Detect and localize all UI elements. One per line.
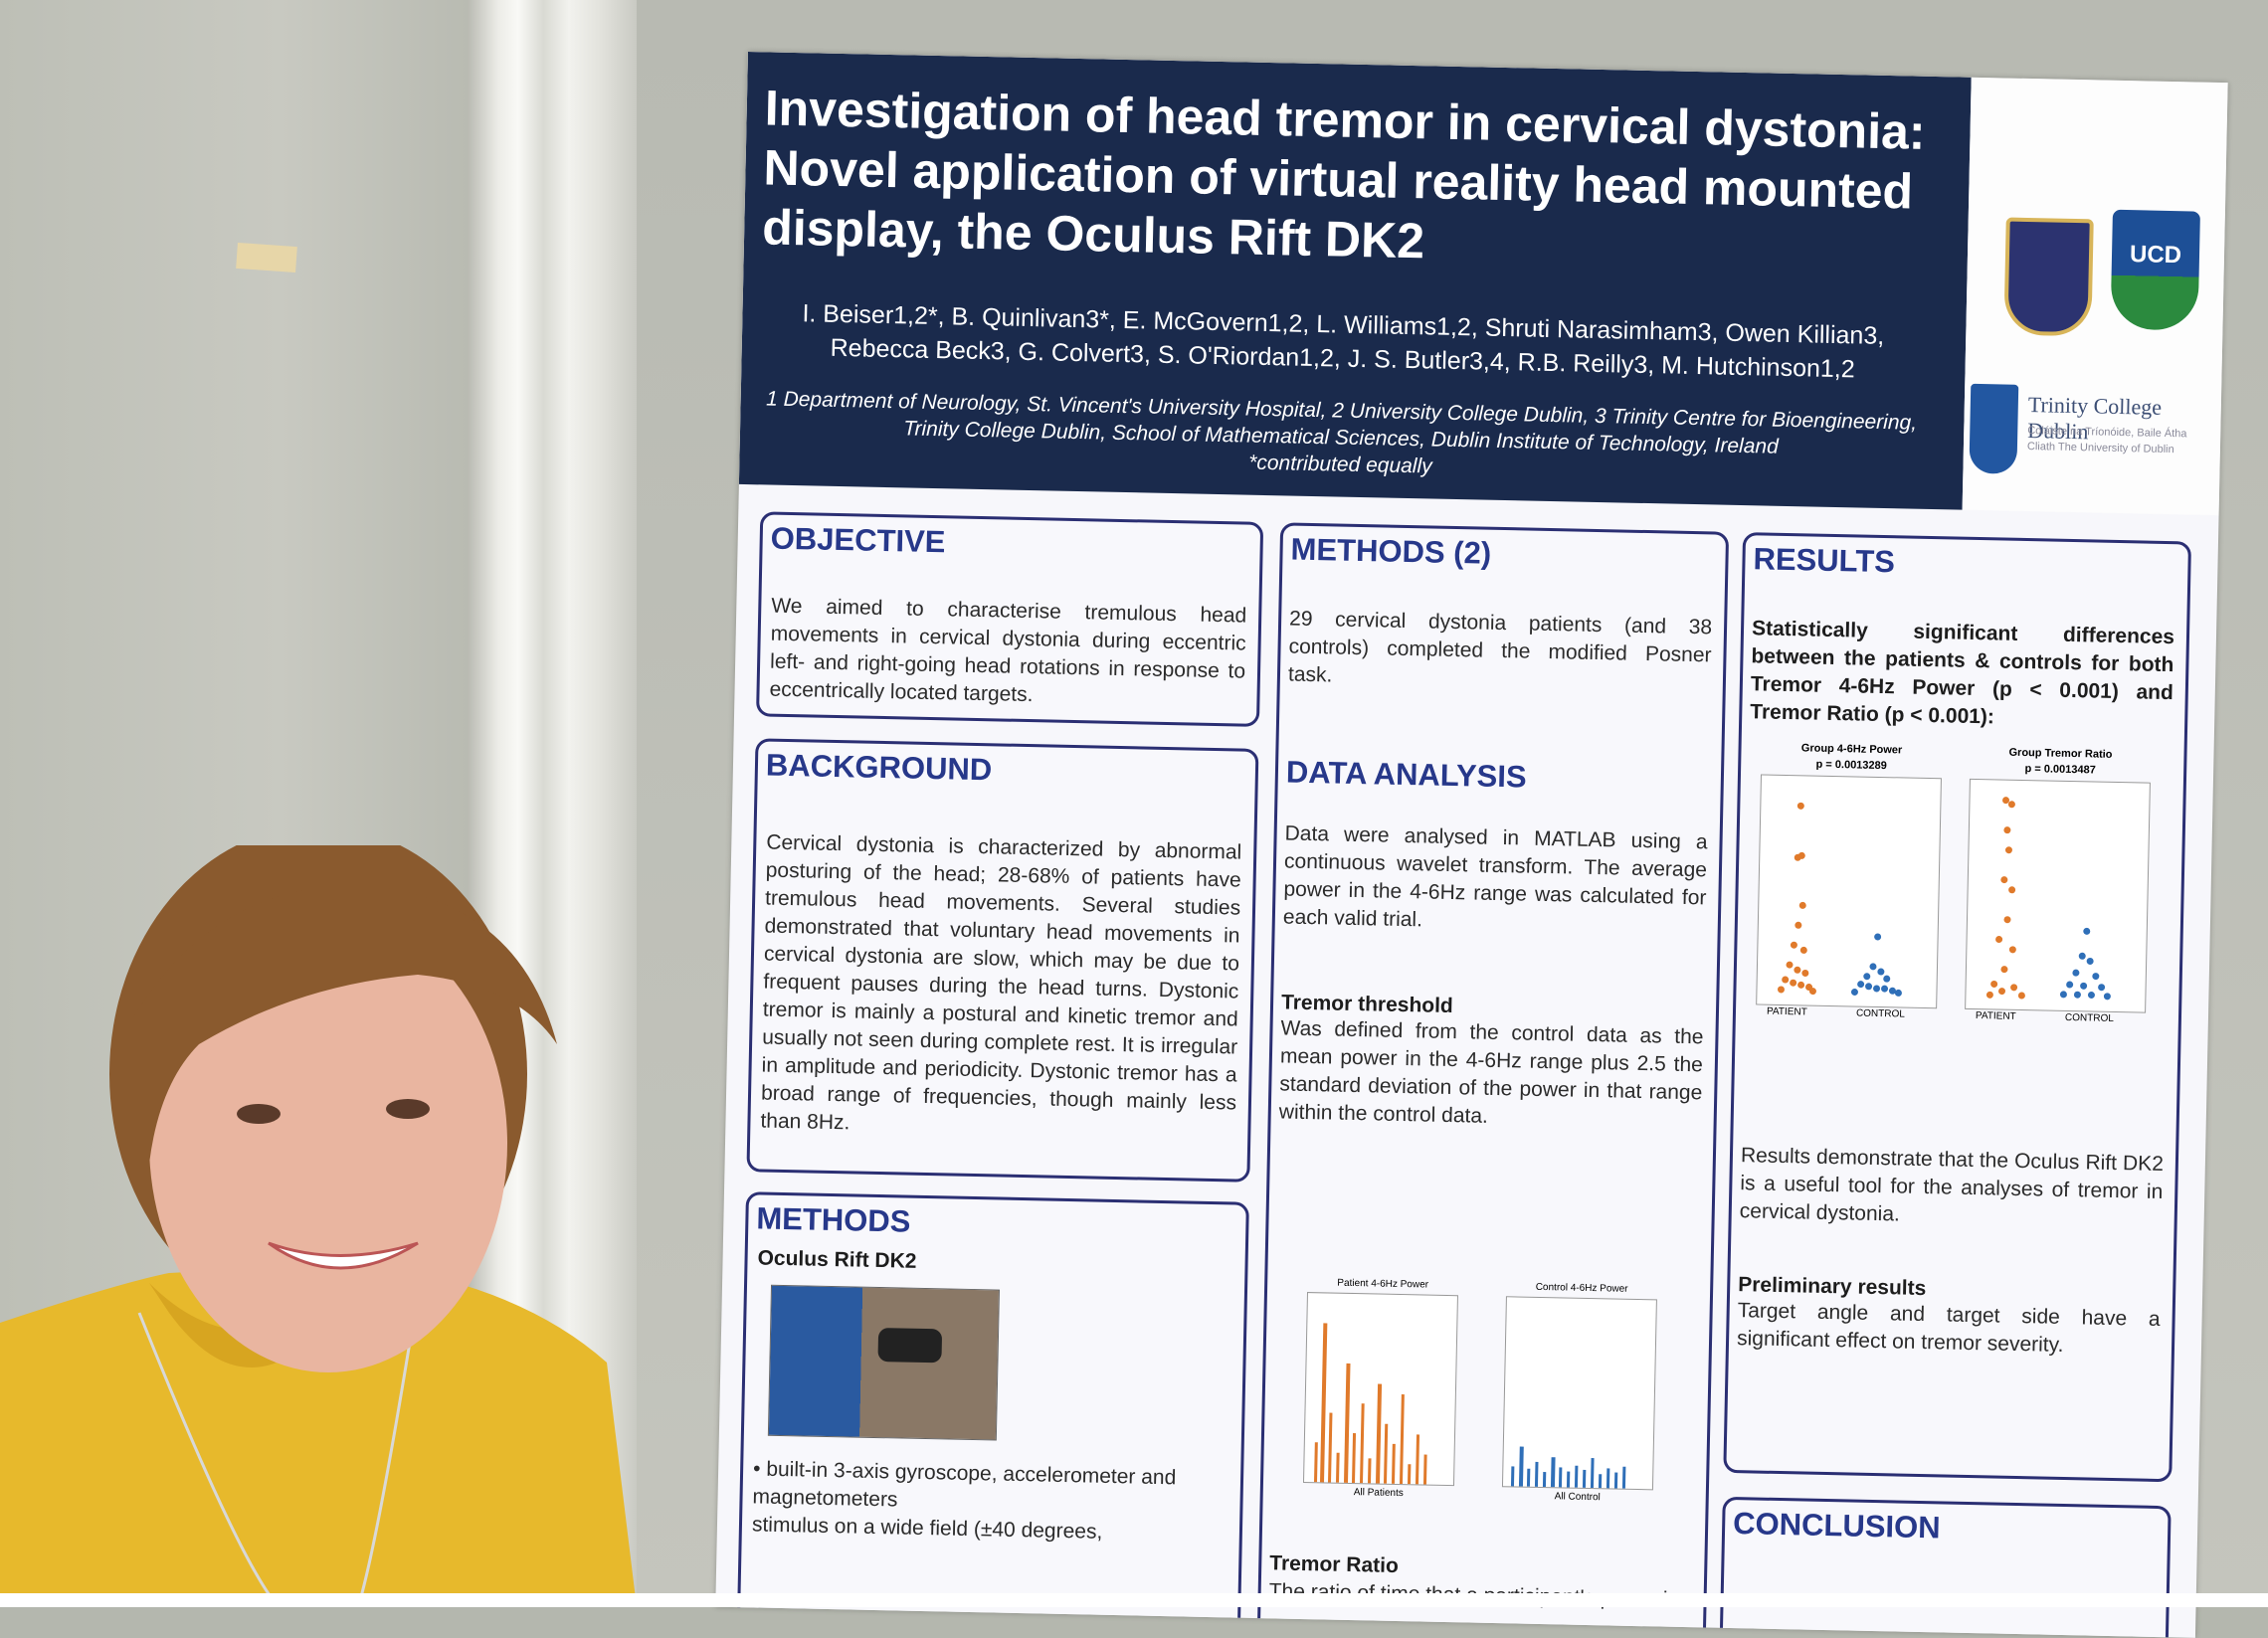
group-power-cat2: CONTROL — [1855, 1007, 1906, 1020]
results-text-2: Results demonstrate that the Oculus Rift… — [1739, 1144, 2165, 1226]
control-hist-bars — [1510, 1446, 1626, 1489]
oculus-photo — [767, 1284, 1000, 1441]
group-ratio-title: Group Tremor Ratio — [2008, 746, 2113, 761]
methods-bullet-text-2: stimulus on a wide field (±40 degrees, — [751, 1513, 1103, 1544]
contributed-note: *contributed equally — [1247, 451, 1432, 478]
patient-hist-title: Patient 4-6Hz Power — [1337, 1277, 1429, 1291]
methods2-text: 29 cervical dystonia patients (and 38 co… — [1287, 607, 1713, 687]
presenter-photo — [0, 845, 637, 1607]
headset-icon — [877, 1328, 943, 1364]
tcd-logo-subtext: Coláiste na Tríonóide, Baile Átha Cliath… — [2026, 425, 2187, 456]
group-ratio-p: p = 0.0013487 — [2024, 763, 2096, 777]
group-power-cat1: PATIENT — [1766, 1005, 1807, 1018]
control-hist-title: Control 4-6Hz Power — [1535, 1281, 1628, 1295]
results-heading: RESULTS — [1753, 541, 1896, 580]
methods-box: METHODS Oculus Rift DK2 • built-in 3-axi… — [736, 1191, 1249, 1638]
conclusion-heading: CONCLUSION — [1732, 1506, 1941, 1546]
group-ratio-points — [1985, 797, 2111, 1001]
group-ratio-cat2: CONTROL — [2064, 1011, 2114, 1024]
results-text: Statistically significant differences be… — [1750, 617, 2175, 729]
results-box: RESULTS Statistically significant differ… — [1723, 532, 2192, 1483]
group-ratio-plot: Group Tremor Ratio p = 0.0013487 PATIENT… — [1965, 747, 2151, 1024]
conclusion-box: CONCLUSION — [1719, 1496, 2172, 1638]
patient-hist-bars — [1314, 1323, 1427, 1485]
background-heading: BACKGROUND — [765, 747, 993, 788]
group-power-title: Group 4-6Hz Power — [1800, 742, 1903, 757]
control-hist-xlabel: All Control — [1554, 1491, 1601, 1504]
methods-heading: METHODS — [756, 1200, 911, 1239]
patient-histogram: Patient 4-6Hz Power All Patients — [1302, 1278, 1458, 1499]
methods2-heading: METHODS (2) — [1290, 531, 1492, 571]
poster-title: Investigation of head tremor in cervical… — [761, 80, 1927, 270]
methods2-box: METHODS (2) 29 cervical dystonia patient… — [1256, 522, 1730, 1638]
poster-authors: I. Beiser1,2*, B. Quinlivan3*, E. McGove… — [802, 299, 1885, 384]
objective-text: We aimed to characterise tremulous head … — [769, 594, 1247, 707]
tcd-shield-icon — [1969, 383, 2019, 474]
tape-piece — [236, 242, 297, 273]
group-power-plot: Group 4-6Hz Power p = 0.0013289 PATIENT … — [1756, 742, 1942, 1020]
preliminary-text: Target angle and target side have a sign… — [1736, 1299, 2161, 1357]
background-box: BACKGROUND Cervical dystonia is characte… — [746, 738, 1259, 1183]
group-power-p: p = 0.0013289 — [1815, 758, 1887, 773]
poster-affiliations: 1 Department of Neurology, St. Vincent's… — [763, 385, 1918, 489]
group-ratio-cat1: PATIENT — [1975, 1010, 2016, 1022]
methods-bullet-text: built-in 3-axis gyroscope, accelerometer… — [752, 1457, 1177, 1512]
poster-banner: Investigation of head tremor in cervical… — [738, 52, 1972, 510]
methods-subheading: Oculus Rift DK2 — [757, 1246, 917, 1273]
image-border — [0, 1593, 2268, 1607]
background-text: Cervical dystonia is characterized by ab… — [760, 830, 1242, 1135]
threshold-text: Was defined from the control data as the… — [1278, 1016, 1704, 1128]
objective-box: OBJECTIVE We aimed to characterise tremu… — [756, 511, 1264, 727]
affiliation-text: 1 Department of Neurology, St. Vincent's… — [765, 387, 1918, 458]
group-power-points — [1777, 802, 1902, 997]
patient-hist-xlabel: All Patients — [1353, 1487, 1404, 1500]
methods-bullet-1: • built-in 3-axis gyroscope, acceleromet… — [751, 1457, 1177, 1544]
hospital-crest-icon — [2003, 217, 2094, 337]
ucd-logo: UCD — [2110, 209, 2200, 331]
logo-panel: UCD Trinity College Dublin Coláiste na T… — [1962, 77, 2228, 516]
data-analysis-heading: DATA ANALYSIS — [1285, 754, 1527, 795]
control-histogram: Control 4-6Hz Power All Control — [1501, 1282, 1657, 1503]
data-analysis-text: Data were analysed in MATLAB using a con… — [1282, 821, 1708, 932]
scientific-poster: Investigation of head tremor in cervical… — [715, 52, 2228, 1638]
objective-heading: OBJECTIVE — [770, 520, 946, 560]
